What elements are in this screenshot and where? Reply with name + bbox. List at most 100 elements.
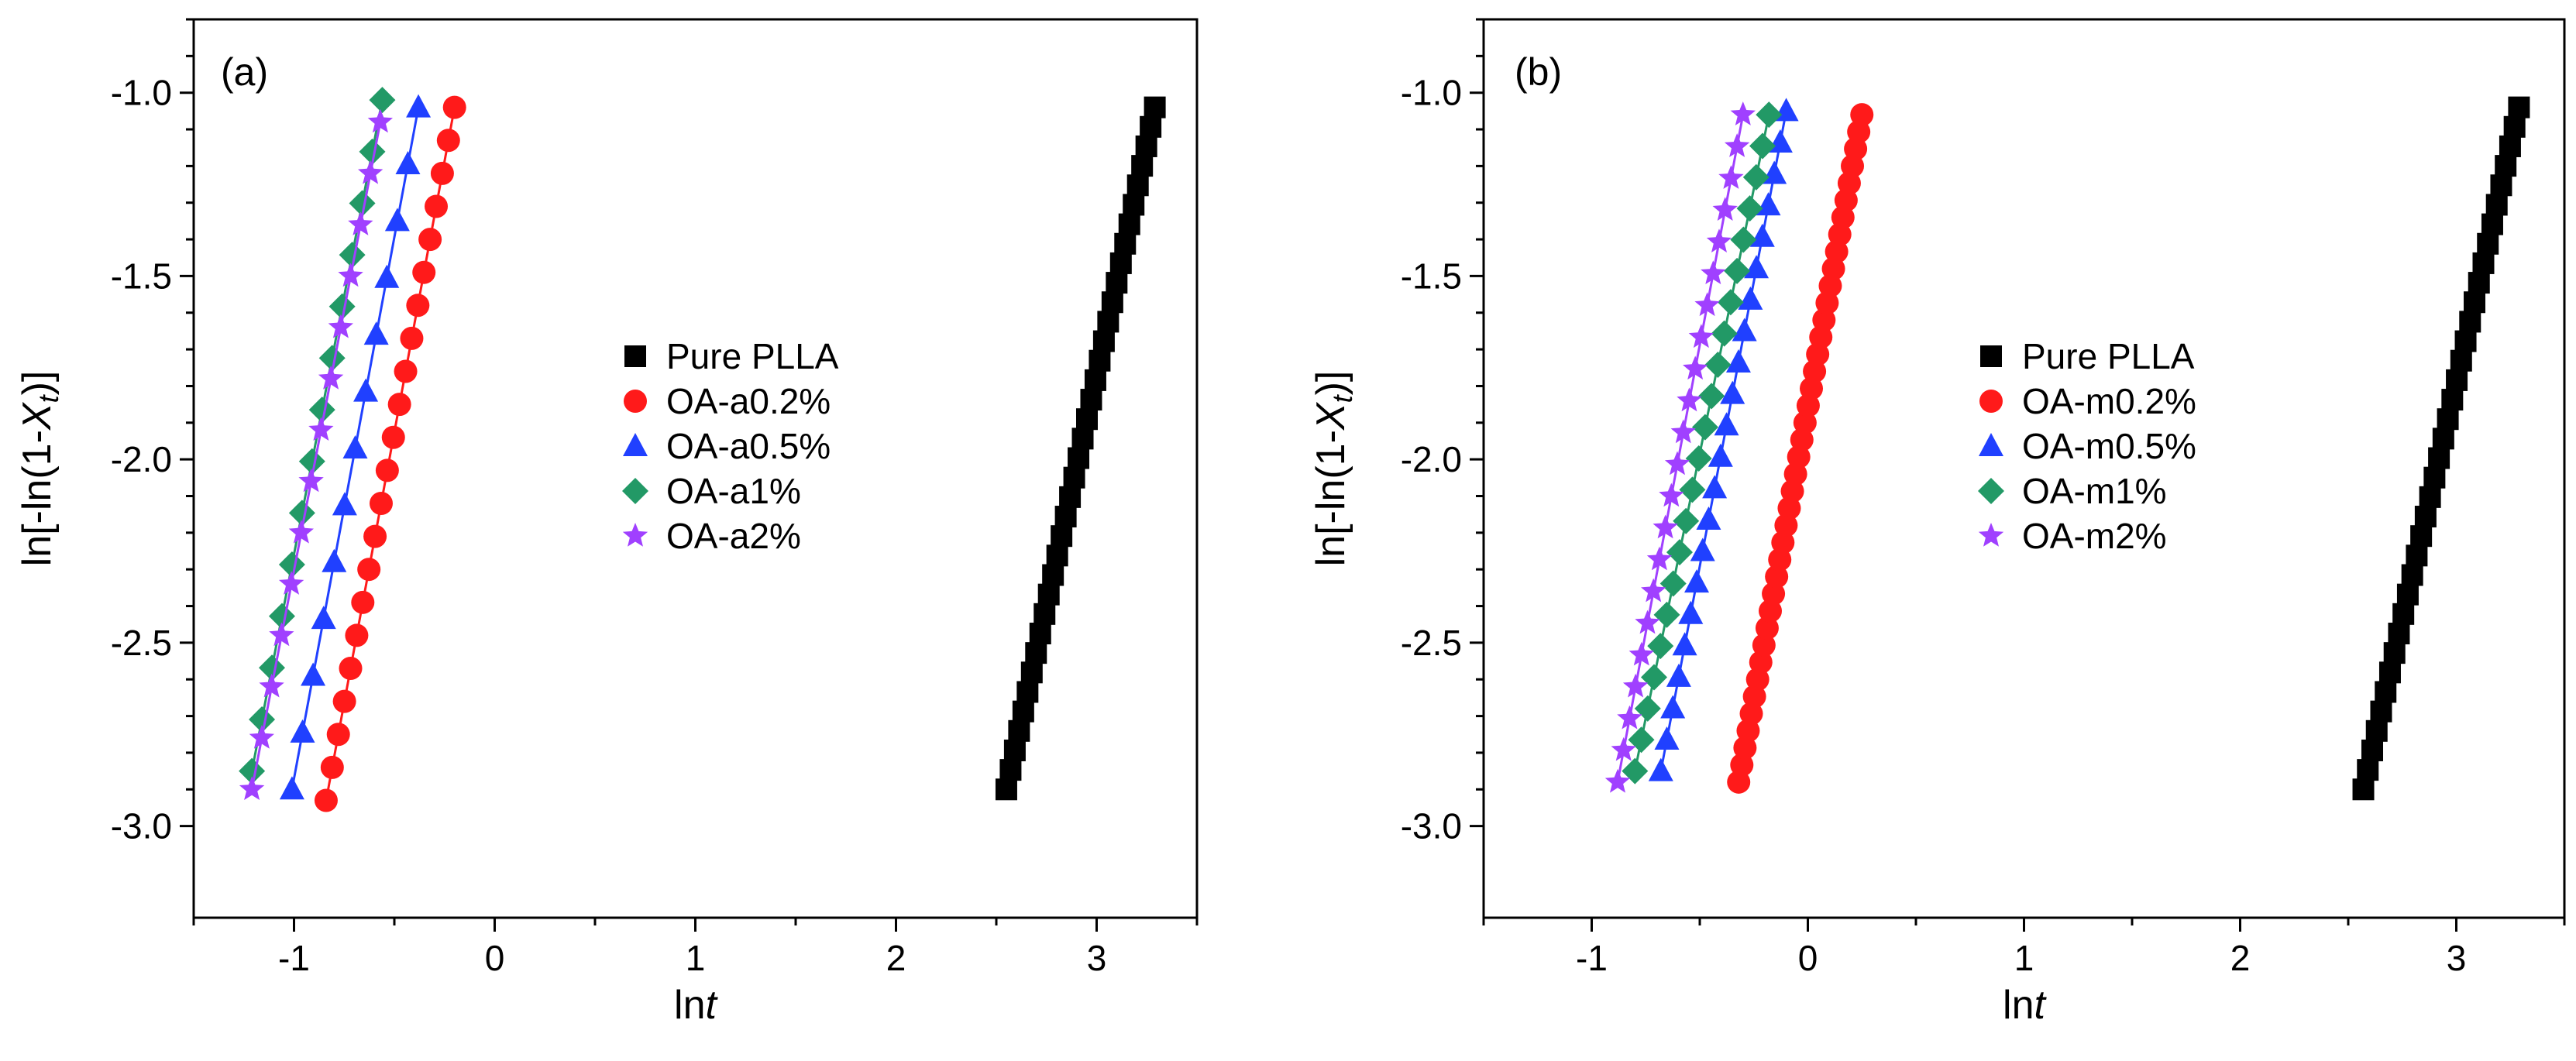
data-point xyxy=(1046,544,1068,567)
data-point xyxy=(1725,349,1751,373)
data-point xyxy=(367,108,393,133)
data-point xyxy=(375,458,399,482)
data-point xyxy=(348,211,373,235)
data-point xyxy=(1646,546,1673,571)
legend-marker xyxy=(1979,433,2003,456)
data-point xyxy=(1702,475,1728,499)
data-point xyxy=(1698,383,1725,410)
data-point xyxy=(2406,544,2428,567)
data-point xyxy=(2454,330,2477,352)
series-oa-a2- xyxy=(239,108,393,800)
data-point xyxy=(279,776,304,800)
y-tick-label: -1.0 xyxy=(1401,73,1462,113)
data-point xyxy=(1711,320,1738,347)
data-point xyxy=(342,434,368,458)
data-point xyxy=(345,623,369,647)
data-point xyxy=(1749,223,1775,247)
data-point xyxy=(2503,115,2526,138)
data-point xyxy=(1084,369,1106,391)
data-point xyxy=(1694,292,1720,317)
data-point xyxy=(1012,700,1034,723)
x-axis-label: lnt xyxy=(2003,983,2047,1028)
data-point xyxy=(1126,174,1149,197)
data-point xyxy=(1641,664,1668,691)
data-point xyxy=(1724,133,1750,157)
data-point xyxy=(2485,194,2508,216)
x-tick-label: -1 xyxy=(1576,938,1608,978)
data-point xyxy=(2396,583,2419,606)
data-point xyxy=(1654,726,1680,750)
y-tick-label: -2.5 xyxy=(1401,623,1462,663)
legend: Pure PLLA OA-m0.2% OA-m0.5% OA-m1% OA-m2% xyxy=(1978,336,2196,556)
data-point xyxy=(1634,695,1661,722)
data-point xyxy=(288,500,315,527)
legend-label: OA-a1% xyxy=(666,471,801,511)
data-point xyxy=(384,208,410,232)
data-point xyxy=(1673,507,1700,534)
data-point xyxy=(1664,451,1690,476)
x-tick-label: 1 xyxy=(686,938,706,978)
data-point xyxy=(357,558,381,582)
data-point xyxy=(249,706,276,733)
data-point xyxy=(301,662,326,686)
data-point xyxy=(381,425,405,449)
data-point xyxy=(1054,506,1077,528)
data-point xyxy=(406,294,430,318)
data-point xyxy=(249,725,274,749)
data-point xyxy=(1042,564,1064,586)
legend-marker xyxy=(1980,345,2002,367)
legend-label: OA-m0.5% xyxy=(2022,426,2196,466)
data-point xyxy=(374,264,400,288)
data-point xyxy=(2477,232,2499,255)
data-point xyxy=(2495,155,2517,177)
data-point xyxy=(322,548,347,572)
data-point xyxy=(1144,96,1166,118)
legend-marker xyxy=(623,433,648,456)
data-point xyxy=(1660,695,1686,719)
data-point xyxy=(363,524,387,548)
data-point xyxy=(288,519,314,544)
data-point xyxy=(1653,514,1678,539)
data-point xyxy=(363,321,389,345)
x-tick-label: 2 xyxy=(2230,938,2251,978)
legend-marker xyxy=(624,390,647,413)
data-point xyxy=(1016,681,1039,703)
data-point xyxy=(358,160,383,184)
data-point xyxy=(2468,272,2490,294)
data-point xyxy=(326,723,350,747)
data-point xyxy=(1690,537,1715,561)
data-point xyxy=(1063,466,1085,489)
data-point xyxy=(442,95,466,119)
data-point xyxy=(278,571,304,595)
data-point xyxy=(395,151,421,175)
data-point xyxy=(2464,291,2486,314)
data-point xyxy=(1670,419,1696,444)
data-point xyxy=(1696,506,1721,530)
y-tick-label: -2.0 xyxy=(111,439,172,479)
legend: Pure PLLA OA-a0.2% OA-a0.5% OA-a1% OA-a2% xyxy=(622,336,839,556)
legend-marker xyxy=(1978,523,2004,547)
data-point xyxy=(1659,482,1684,507)
data-point xyxy=(369,87,396,114)
series-fit-line xyxy=(1659,111,1788,771)
data-point xyxy=(1123,194,1145,216)
data-point xyxy=(1672,632,1697,656)
data-point xyxy=(1850,103,1874,127)
data-point xyxy=(259,673,284,698)
data-point xyxy=(1678,600,1704,624)
y-tick-label: -3.0 xyxy=(1401,806,1462,846)
data-point xyxy=(328,314,353,338)
series-oa-a0-2- xyxy=(314,95,466,812)
data-point xyxy=(318,366,344,390)
data-point xyxy=(1742,163,1769,191)
data-point xyxy=(2378,661,2401,684)
data-point xyxy=(268,603,295,630)
data-point xyxy=(1604,768,1631,793)
x-tick-label: 3 xyxy=(2447,938,2467,978)
legend-marker xyxy=(1979,390,2003,413)
legend-label: OA-m2% xyxy=(2022,516,2167,556)
data-point xyxy=(2432,427,2454,450)
data-point xyxy=(1706,228,1732,252)
data-point xyxy=(2423,466,2446,489)
y-tick-label: -1.0 xyxy=(111,73,172,113)
